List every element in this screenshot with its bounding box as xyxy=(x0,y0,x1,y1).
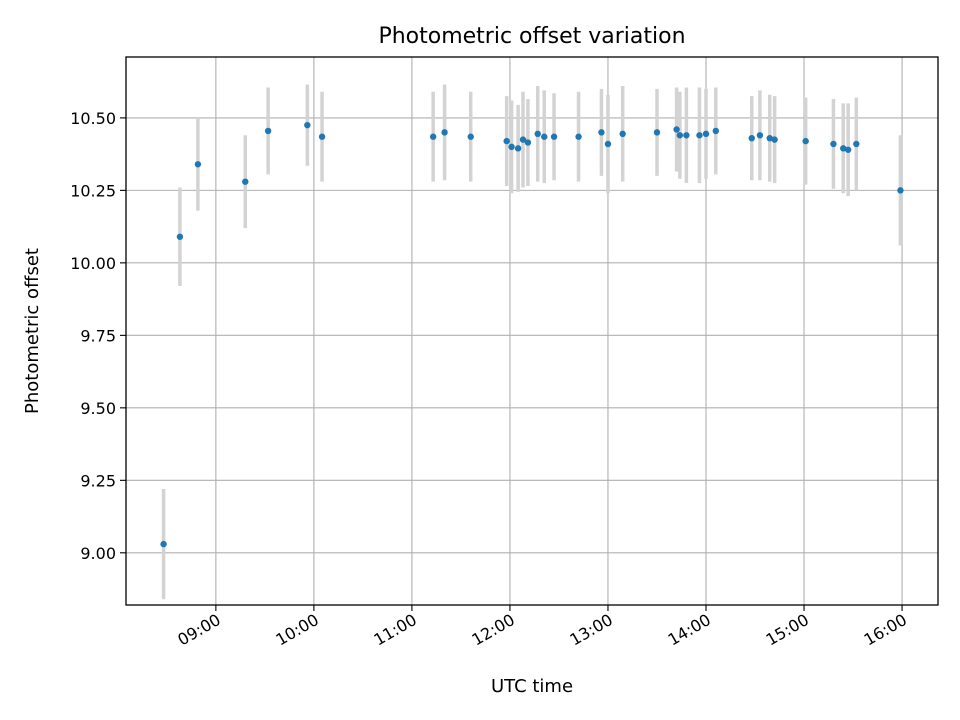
y-tick-label: 9.50 xyxy=(80,399,116,418)
data-point xyxy=(771,136,778,143)
data-point xyxy=(683,132,690,139)
data-point xyxy=(830,140,837,148)
data-point xyxy=(541,133,548,140)
y-tick-label: 10.50 xyxy=(70,109,116,128)
x-tick-label: 11:00 xyxy=(370,610,419,650)
data-point xyxy=(467,133,474,140)
data-point xyxy=(429,133,437,140)
data-point xyxy=(176,233,184,240)
x-tick-label: 09:00 xyxy=(174,610,223,650)
data-point xyxy=(514,145,522,152)
x-tick-label: 15:00 xyxy=(763,610,812,650)
x-axis-label: UTC time xyxy=(491,676,573,697)
data-point xyxy=(766,134,773,142)
y-tick-label: 10.25 xyxy=(70,181,116,200)
data-point xyxy=(318,133,326,140)
data-point xyxy=(712,127,720,135)
grid xyxy=(126,57,938,605)
x-tick-label: 16:00 xyxy=(861,610,910,650)
y-tick-label: 10.00 xyxy=(70,254,116,273)
data-point xyxy=(673,126,680,133)
data-point xyxy=(575,133,582,140)
x-tick-label: 14:00 xyxy=(665,610,714,650)
data-point xyxy=(844,146,852,153)
data-point xyxy=(748,134,755,142)
data-point xyxy=(304,121,311,129)
data-point xyxy=(508,143,515,151)
data-point xyxy=(524,139,532,146)
chart-title: Photometric offset variation xyxy=(378,24,685,49)
data-point xyxy=(840,145,847,152)
data-point xyxy=(503,137,510,145)
data-point xyxy=(604,140,612,148)
data-point xyxy=(194,161,202,168)
y-tick-label: 9.00 xyxy=(80,544,116,563)
x-tick-label: 10:00 xyxy=(272,610,321,650)
data-point xyxy=(897,187,904,194)
plot-frame xyxy=(125,56,939,606)
y-tick-label: 9.75 xyxy=(80,326,116,345)
data-point xyxy=(619,130,626,138)
data-point xyxy=(802,137,809,145)
error-bars xyxy=(161,84,903,600)
data-point xyxy=(264,127,272,135)
data-point xyxy=(676,132,684,139)
data-point xyxy=(242,178,249,185)
y-axis-label: Photometric offset xyxy=(22,248,43,414)
data-point xyxy=(598,129,605,136)
y-tick-label: 9.25 xyxy=(80,471,116,490)
data-point xyxy=(550,133,558,140)
data-point xyxy=(853,140,860,148)
data-point xyxy=(160,540,167,548)
data-point xyxy=(756,132,764,139)
data-point xyxy=(702,130,710,138)
data-points xyxy=(160,121,904,548)
x-tick-label: 13:00 xyxy=(567,610,616,650)
x-tick-label: 12:00 xyxy=(469,610,518,650)
data-point xyxy=(534,130,541,138)
data-point xyxy=(653,129,661,136)
data-point xyxy=(519,136,527,143)
data-point xyxy=(441,129,448,136)
data-point xyxy=(696,132,703,139)
